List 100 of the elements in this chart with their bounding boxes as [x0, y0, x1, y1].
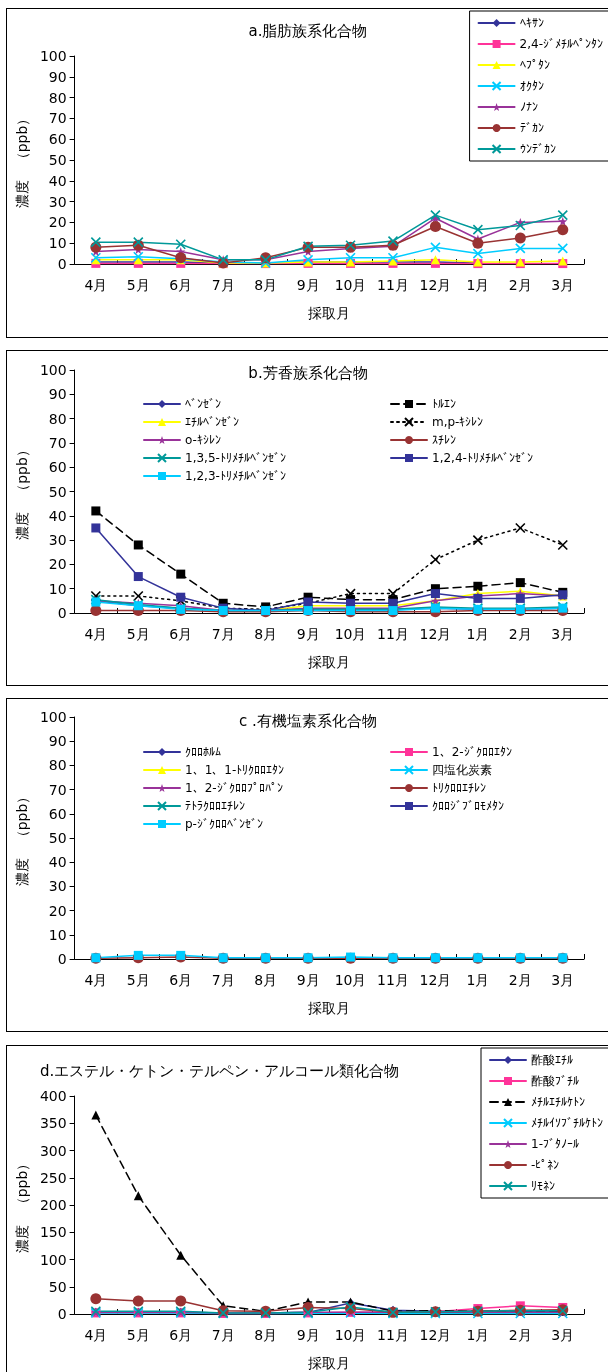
y-tick-label: 40	[48, 507, 67, 524]
legend-label: ﾄﾙｴﾝ	[432, 397, 456, 411]
x-tick-label: 6月	[169, 1327, 193, 1343]
x-tick-label: 4月	[84, 277, 108, 293]
x-tick-label: 12月	[419, 626, 452, 642]
chart-title: a.脂肪族系化合物	[248, 21, 368, 40]
x-axis-title: 採取月	[308, 305, 351, 321]
x-tick-label: 2月	[508, 972, 532, 988]
legend-label: ﾒﾁﾙｴﾁﾙｹﾄﾝ	[531, 1095, 585, 1109]
y-tick-label: 100	[39, 1251, 67, 1268]
y-tick-label: 30	[48, 193, 67, 210]
y-tick-label: 0	[57, 951, 67, 967]
x-tick-label: 4月	[84, 972, 108, 988]
x-tick-label: 8月	[254, 277, 278, 293]
legend-label: ｳﾝﾃﾞｶﾝ	[519, 142, 556, 156]
x-tick-label: 7月	[211, 1327, 235, 1343]
y-tick-label: 20	[48, 556, 67, 573]
legend-label: p-ｼﾞｸﾛﾛﾍﾞﾝｾﾞﾝ	[185, 817, 263, 831]
y-tick-label: 40	[48, 854, 67, 871]
y-tick-label: 30	[48, 532, 67, 549]
y-tick-label: 80	[48, 410, 67, 427]
y-tick-label: 400	[39, 1088, 67, 1104]
x-tick-label: 2月	[508, 1327, 532, 1343]
y-tick-label: 100	[39, 709, 67, 725]
x-tick-label: 10月	[334, 277, 367, 293]
x-tick-label: 7月	[211, 972, 235, 988]
legend-label: ﾄﾘｸﾛﾛｴﾁﾚﾝ	[432, 781, 486, 795]
x-tick-label: 3月	[551, 626, 575, 642]
x-tick-label: 6月	[169, 972, 193, 988]
x-tick-label: 1月	[466, 277, 490, 293]
legend-label: o-ｷｼﾚﾝ	[185, 433, 221, 447]
legend-label: ｵｸﾀﾝ	[519, 79, 544, 93]
y-tick-label: 0	[57, 605, 67, 621]
x-axis-title: 採取月	[308, 1355, 351, 1371]
legend-label: ﾘﾓﾈﾝ	[531, 1179, 555, 1193]
y-tick-label: 80	[48, 757, 67, 774]
x-tick-label: 7月	[211, 277, 235, 293]
x-tick-label: 11月	[377, 626, 409, 642]
x-tick-label: 8月	[254, 972, 278, 988]
x-tick-label: 5月	[126, 972, 150, 988]
y-axis-title: 濃度 （ppb）	[14, 789, 30, 887]
x-tick-label: 1月	[466, 972, 490, 988]
legend-label: ｴﾁﾙﾍﾞﾝｾﾞﾝ	[185, 415, 239, 429]
y-tick-label: 90	[48, 386, 67, 403]
x-tick-label: 4月	[84, 626, 108, 642]
x-tick-label: 9月	[296, 277, 320, 293]
y-tick-label: 80	[48, 89, 67, 106]
x-tick-label: 2月	[508, 626, 532, 642]
y-tick-label: 10	[48, 580, 67, 597]
x-tick-label: 5月	[126, 626, 150, 642]
legend-label: ｸﾛﾛﾎﾙﾑ	[185, 745, 221, 759]
y-tick-label: 70	[48, 781, 67, 798]
legend-label: ﾃﾞｶﾝ	[519, 121, 544, 135]
y-tick-label: 100	[39, 48, 67, 64]
y-tick-label: 60	[48, 459, 67, 476]
legend-label: ﾒﾁﾙｲｿﾌﾞﾁﾙｹﾄﾝ	[531, 1116, 603, 1130]
legend-label: 1,2,4-ﾄﾘﾒﾁﾙﾍﾞﾝｾﾞﾝ	[432, 451, 533, 465]
legend-label: 1、2-ｼﾞｸﾛﾛｴﾀﾝ	[432, 745, 512, 759]
y-tick-label: 40	[48, 172, 67, 189]
y-tick-label: 30	[48, 878, 67, 895]
x-tick-label: 10月	[334, 972, 367, 988]
y-tick-label: 100	[39, 362, 67, 378]
x-tick-label: 3月	[551, 277, 575, 293]
legend-label: 1,2,3-ﾄﾘﾒﾁﾙﾍﾞﾝｾﾞﾝ	[185, 469, 286, 483]
y-tick-label: 50	[48, 483, 67, 500]
y-tick-label: 70	[48, 110, 67, 127]
legend-label: ﾃﾄﾗｸﾛﾛｴﾁﾚﾝ	[185, 799, 245, 813]
y-tick-label: 90	[48, 68, 67, 85]
legend-label: 酢酸ﾌﾞﾁﾙ	[531, 1074, 579, 1088]
x-tick-label: 4月	[84, 1327, 108, 1343]
x-axis-title: 採取月	[308, 654, 351, 670]
y-tick-label: 60	[48, 131, 67, 148]
x-tick-label: 1月	[466, 626, 490, 642]
y-tick-label: 50	[48, 152, 67, 168]
legend-label: ｸﾛﾛｼﾞﾌﾞﾛﾓﾒﾀﾝ	[432, 799, 504, 813]
x-tick-label: 10月	[334, 1327, 367, 1343]
x-tick-label: 9月	[296, 1327, 320, 1343]
legend-label: 1,3,5-ﾄﾘﾒﾁﾙﾍﾞﾝｾﾞﾝ	[185, 451, 286, 465]
x-tick-label: 2月	[508, 277, 532, 293]
y-tick-label: 200	[39, 1197, 67, 1213]
x-tick-label: 11月	[377, 1327, 409, 1343]
legend-label: ｽﾁﾚﾝ	[432, 433, 456, 447]
y-tick-label: 0	[57, 1306, 67, 1322]
y-tick-label: 50	[48, 1278, 67, 1295]
y-tick-label: 0	[57, 256, 67, 272]
x-tick-label: 7月	[211, 626, 235, 642]
x-tick-label: 9月	[296, 972, 320, 988]
legend-label: 酢酸ｴﾁﾙ	[531, 1053, 573, 1067]
x-tick-label: 6月	[169, 626, 193, 642]
y-tick-label: 10	[48, 235, 67, 252]
x-tick-label: 3月	[551, 1327, 575, 1343]
x-tick-label: 12月	[419, 1327, 452, 1343]
y-tick-label: 10	[48, 926, 67, 943]
x-tick-label: 11月	[377, 277, 409, 293]
legend-label: 1、2-ｼﾞｸﾛﾛﾌﾟﾛﾊﾟﾝ	[185, 781, 283, 795]
y-tick-label: 350	[39, 1115, 67, 1132]
x-tick-label: 5月	[126, 1327, 150, 1343]
y-tick-label: 20	[48, 902, 67, 919]
x-tick-label: 8月	[254, 626, 278, 642]
legend-label: ﾍﾌﾟﾀﾝ	[519, 58, 550, 72]
